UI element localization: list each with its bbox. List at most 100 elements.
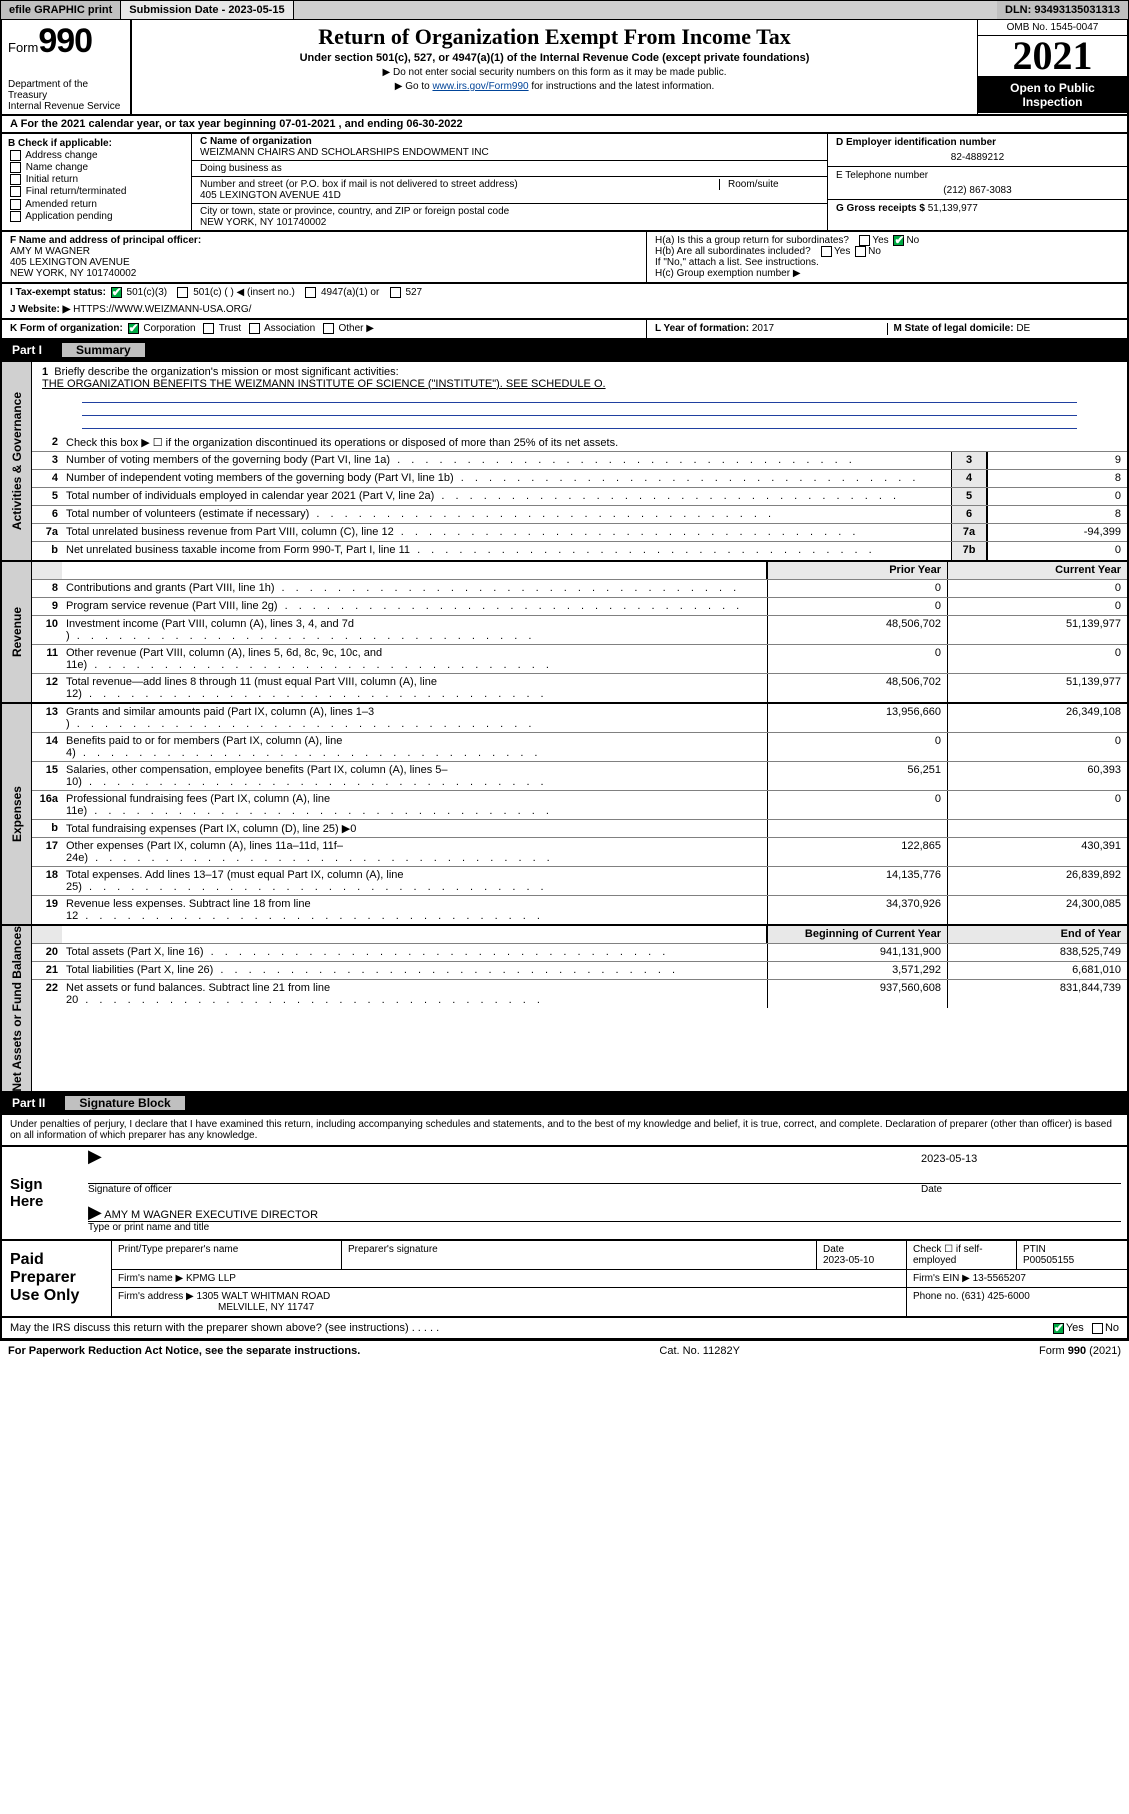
chk-association[interactable] xyxy=(249,323,260,334)
sig-arrow-icon: ▶ xyxy=(88,1146,102,1166)
chk-discuss-no[interactable] xyxy=(1092,1323,1103,1334)
section-m: M State of legal domicile: DE xyxy=(888,323,1120,334)
info-block: B Check if applicable: Address change Na… xyxy=(0,134,1129,232)
gross-receipts: G Gross receipts $ 51,139,977 xyxy=(828,200,1127,217)
sign-here-block: Sign Here ▶ 2023-05-13 Signature of offi… xyxy=(0,1147,1129,1241)
street-address: 405 LEXINGTON AVENUE 41D xyxy=(200,190,819,201)
typed-name-label: Type or print name and title xyxy=(88,1221,1121,1233)
website-label: J Website: ▶ xyxy=(10,304,73,315)
opt-501c: 501(c) ( ) ◀ (insert no.) xyxy=(193,287,295,298)
header-center: Return of Organization Exempt From Incom… xyxy=(132,20,977,114)
chk-initial-return[interactable]: Initial return xyxy=(8,174,185,185)
header-left: Form990 Department of the Treasury Inter… xyxy=(2,20,132,114)
chk-4947[interactable] xyxy=(305,287,316,298)
section-f-h: F Name and address of principal officer:… xyxy=(0,232,1129,284)
website-row: J Website: ▶ HTTPS://WWW.WEIZMANN-USA.OR… xyxy=(0,301,1129,320)
preparer-label: Paid Preparer Use Only xyxy=(2,1241,112,1316)
opt-501c3: 501(c)(3) xyxy=(127,287,168,298)
top-bar: efile GRAPHIC print Submission Date - 20… xyxy=(0,0,1129,20)
prep-date: Date2023-05-10 xyxy=(817,1241,907,1269)
part2-title: Signature Block xyxy=(65,1096,184,1110)
firm-address: Firm's address ▶ 1305 WALT WHITMAN ROAD … xyxy=(112,1288,907,1316)
chk-corporation[interactable] xyxy=(128,323,139,334)
tax-year: 2021 xyxy=(978,36,1127,77)
section-c: C Name of organization WEIZMANN CHAIRS A… xyxy=(192,134,827,230)
discuss-row: May the IRS discuss this return with the… xyxy=(0,1318,1129,1339)
gov-row: 6Total number of volunteers (estimate if… xyxy=(32,506,1127,524)
phone-value: (212) 867-3083 xyxy=(836,181,1119,196)
header-right: OMB No. 1545-0047 2021 Open to Public In… xyxy=(977,20,1127,114)
section-klm: K Form of organization: Corporation Trus… xyxy=(0,320,1129,339)
form-number: Form990 xyxy=(8,22,124,61)
chk-application-pending[interactable]: Application pending xyxy=(8,211,185,222)
section-h: H(a) Is this a group return for subordin… xyxy=(647,232,1127,282)
form-header: Form990 Department of the Treasury Inter… xyxy=(0,20,1129,116)
section-f: F Name and address of principal officer:… xyxy=(2,232,647,282)
part-1-header: Part I Summary xyxy=(0,340,1129,362)
officer-typed-name: AMY M WAGNER EXECUTIVE DIRECTOR xyxy=(104,1209,318,1221)
prep-ptin: PTINP00505155 xyxy=(1017,1241,1127,1269)
submission-date: Submission Date - 2023-05-15 xyxy=(121,1,293,19)
begin-year-header: Beginning of Current Year xyxy=(767,926,947,943)
net-assets-section: Net Assets or Fund Balances Beginning of… xyxy=(0,926,1129,1094)
section-b-heading: B Check if applicable: xyxy=(8,138,185,149)
ein-value: 82-4889212 xyxy=(836,148,1119,163)
preparer-row-2: Firm's name ▶ KPMG LLP Firm's EIN ▶ 13-5… xyxy=(112,1270,1127,1288)
opt-4947: 4947(a)(1) or xyxy=(321,287,379,298)
chk-amended-return[interactable]: Amended return xyxy=(8,199,185,210)
part-2-header: Part II Signature Block xyxy=(0,1093,1129,1115)
firm-phone: Phone no. (631) 425-6000 xyxy=(907,1288,1127,1316)
room-label: Room/suite xyxy=(719,179,819,190)
prep-name-label: Print/Type preparer's name xyxy=(112,1241,342,1269)
form-subtitle: Under section 501(c), 527, or 4947(a)(1)… xyxy=(142,52,967,64)
opt-527: 527 xyxy=(405,287,422,298)
part1-num: Part I xyxy=(12,343,42,357)
discuss-question: May the IRS discuss this return with the… xyxy=(10,1322,409,1334)
prep-self-emp[interactable]: Check ☐ if self-employed xyxy=(907,1241,1017,1269)
chk-501c3[interactable] xyxy=(111,287,122,298)
city-label: City or town, state or province, country… xyxy=(200,206,819,217)
section-k: K Form of organization: Corporation Trus… xyxy=(2,320,647,337)
line2: 2Check this box ▶ ☐ if the organization … xyxy=(32,434,1127,452)
expense-row: 14Benefits paid to or for members (Part … xyxy=(32,733,1127,762)
chk-527[interactable] xyxy=(390,287,401,298)
chk-discuss-yes[interactable] xyxy=(1053,1323,1064,1334)
note2-suffix: for instructions and the latest informat… xyxy=(529,81,715,92)
ha-row: H(a) Is this a group return for subordin… xyxy=(655,235,1119,246)
chk-501c[interactable] xyxy=(177,287,188,298)
gov-row: 7aTotal unrelated business revenue from … xyxy=(32,524,1127,542)
vert-governance: Activities & Governance xyxy=(2,362,32,560)
website-url: HTTPS://WWW.WEIZMANN-USA.ORG/ xyxy=(73,304,251,315)
chk-address-change[interactable]: Address change xyxy=(8,150,185,161)
revenue-row: 8Contributions and grants (Part VIII, li… xyxy=(32,580,1127,598)
officer-label: F Name and address of principal officer: xyxy=(10,235,638,246)
phone-label: E Telephone number xyxy=(836,170,1119,181)
irs-link[interactable]: www.irs.gov/Form990 xyxy=(432,81,528,92)
open-public-badge: Open to Public Inspection xyxy=(978,77,1127,113)
revenue-row: 11Other revenue (Part VIII, column (A), … xyxy=(32,645,1127,674)
note2-prefix: ▶ Go to xyxy=(395,81,433,92)
tax-status-row: I Tax-exempt status: 501(c)(3) 501(c) ( … xyxy=(0,284,1129,301)
line1-mission: 1 Briefly describe the organization's mi… xyxy=(32,362,1127,434)
section-b: B Check if applicable: Address change Na… xyxy=(2,134,192,230)
sign-here-label: Sign Here xyxy=(2,1147,82,1239)
header-note-1: ▶ Do not enter social security numbers o… xyxy=(142,67,967,78)
section-l: L Year of formation: 2017 xyxy=(655,323,888,334)
form-num: 990 xyxy=(38,22,92,60)
efile-label[interactable]: efile GRAPHIC print xyxy=(1,1,121,19)
expense-row: bTotal fundraising expenses (Part IX, co… xyxy=(32,820,1127,838)
chk-name-change[interactable]: Name change xyxy=(8,162,185,173)
sign-date: 2023-05-13 xyxy=(921,1153,1121,1165)
mission-text: THE ORGANIZATION BENEFITS THE WEIZMANN I… xyxy=(42,378,606,390)
form-title: Return of Organization Exempt From Incom… xyxy=(142,24,967,50)
chk-other[interactable] xyxy=(323,323,334,334)
chk-trust[interactable] xyxy=(203,323,214,334)
net-row: 20Total assets (Part X, line 16)941,131,… xyxy=(32,944,1127,962)
org-name: WEIZMANN CHAIRS AND SCHOLARSHIPS ENDOWME… xyxy=(200,147,819,158)
dba-label: Doing business as xyxy=(200,163,282,174)
chk-final-return[interactable]: Final return/terminated xyxy=(8,186,185,197)
part1-title: Summary xyxy=(62,343,145,357)
penalties-text: Under penalties of perjury, I declare th… xyxy=(0,1115,1129,1147)
city-value: NEW YORK, NY 101740002 xyxy=(200,217,819,228)
vert-net: Net Assets or Fund Balances xyxy=(2,926,32,1092)
